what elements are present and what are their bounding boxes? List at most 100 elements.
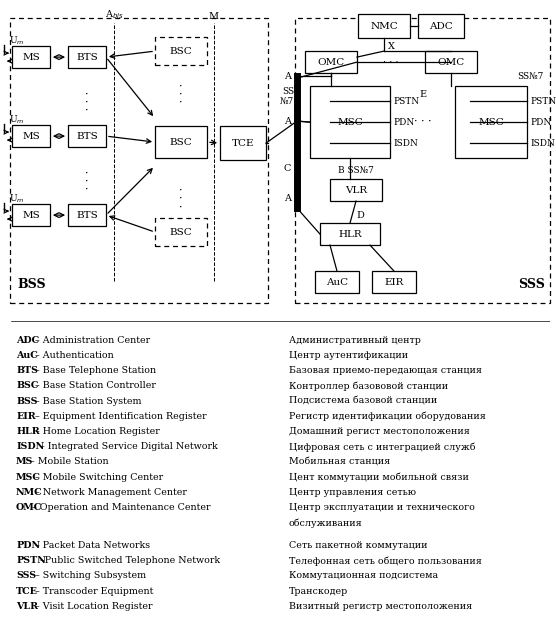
Text: U$_m$: U$_m$ (9, 113, 24, 126)
Text: – Mobile Station: – Mobile Station (27, 458, 108, 466)
Text: PDN: PDN (16, 541, 40, 550)
Text: HLR: HLR (16, 427, 40, 436)
Text: ISDN: ISDN (393, 139, 418, 148)
Bar (305, 51, 357, 73)
Bar (12, 46, 50, 68)
Text: –Public Switched Telephone Network: –Public Switched Telephone Network (37, 556, 220, 565)
Text: – Network Management Center: – Network Management Center (32, 488, 187, 497)
Text: BSS: BSS (16, 397, 38, 405)
Text: Домашний регист местоположения: Домашний регист местоположения (289, 427, 470, 436)
Text: – Mobile Switching Center: – Mobile Switching Center (32, 472, 163, 482)
Text: X: X (388, 42, 395, 51)
Text: ·
·
·: · · · (85, 168, 89, 195)
Text: MSC: MSC (478, 118, 504, 126)
Bar (155, 126, 207, 158)
Text: HLR: HLR (338, 229, 362, 239)
Text: SS: SS (282, 87, 294, 95)
Text: PDN: PDN (530, 118, 551, 126)
Text: BTS: BTS (76, 211, 98, 219)
Bar (155, 37, 207, 65)
Text: Цент коммутации мобильной связи: Цент коммутации мобильной связи (289, 472, 469, 482)
Bar (68, 125, 106, 147)
Text: SS№7: SS№7 (517, 71, 543, 81)
Text: Контроллер базововой станции: Контроллер базововой станции (289, 381, 448, 391)
Bar (68, 46, 106, 68)
Text: TCE: TCE (232, 139, 254, 148)
Text: BSC: BSC (16, 381, 38, 391)
Text: PSTN: PSTN (16, 556, 46, 565)
Text: TCE: TCE (16, 587, 38, 596)
Text: – Administration Center: – Administration Center (32, 336, 150, 345)
Text: SSS: SSS (16, 572, 36, 580)
Text: NMC: NMC (16, 488, 43, 497)
Text: ADC: ADC (16, 336, 39, 345)
Text: U$_m$: U$_m$ (9, 35, 24, 47)
Text: MS: MS (22, 53, 40, 61)
Text: – Home Location Register: – Home Location Register (32, 427, 160, 436)
Text: · · ·: · · · (414, 117, 431, 127)
Text: NMC: NMC (370, 22, 398, 30)
Text: – Switching Subsystem: – Switching Subsystem (32, 572, 146, 580)
Bar (155, 218, 207, 246)
Text: – Packet Data Networks: – Packet Data Networks (32, 541, 150, 550)
Text: BTS: BTS (76, 53, 98, 61)
Text: A$_{bis}$: A$_{bis}$ (105, 8, 123, 21)
Text: OMC: OMC (317, 58, 345, 66)
Text: AuC: AuC (16, 351, 38, 360)
Text: BSC: BSC (170, 46, 192, 56)
Text: ADC: ADC (429, 22, 453, 30)
Text: Коммутационная подсистема: Коммутационная подсистема (289, 572, 438, 580)
Text: Визитный регистр местоположения: Визитный регистр местоположения (289, 602, 472, 611)
Bar (295, 18, 550, 303)
Bar (310, 86, 390, 158)
Text: – Authentication: – Authentication (32, 351, 113, 360)
Text: Административный центр: Административный центр (289, 336, 421, 345)
Text: ·
·
·: · · · (179, 81, 183, 108)
Text: №7: №7 (280, 97, 294, 105)
Text: – Transcoder Equipment: – Transcoder Equipment (32, 587, 153, 596)
Text: ·
·
·: · · · (85, 89, 89, 116)
Text: PDN: PDN (393, 118, 414, 126)
Bar (220, 126, 266, 160)
Bar (320, 223, 380, 245)
Text: BSS: BSS (18, 278, 46, 291)
Text: BSC: BSC (170, 228, 192, 237)
Text: · · ·: · · · (383, 58, 399, 66)
Text: – Operation and Maintenance Center: – Operation and Maintenance Center (32, 503, 210, 512)
Bar (12, 125, 50, 147)
Bar (330, 179, 382, 201)
Text: U$_m$: U$_m$ (9, 193, 24, 205)
Text: A: A (284, 117, 291, 126)
Text: MS: MS (22, 131, 40, 141)
Text: Цифровая сеть с интеграцией служб: Цифровая сеть с интеграцией служб (289, 442, 475, 451)
Text: D: D (356, 211, 364, 220)
Text: BTS: BTS (16, 366, 38, 375)
Text: Подсистема базовой станции: Подсистема базовой станции (289, 397, 437, 405)
Text: MSC: MSC (337, 118, 363, 126)
Text: Сеть пакетной коммутации: Сеть пакетной коммутации (289, 541, 427, 550)
Text: C: C (284, 164, 291, 172)
Bar (455, 86, 527, 158)
Text: A: A (284, 71, 291, 81)
Text: Центр управления сетью: Центр управления сетью (289, 488, 416, 497)
Bar (425, 51, 477, 73)
Text: EIR: EIR (16, 412, 36, 421)
Text: SSS: SSS (519, 278, 545, 291)
Text: обслуживания: обслуживания (289, 518, 363, 528)
Bar (372, 271, 416, 293)
Text: BTS: BTS (76, 131, 98, 141)
Bar (12, 204, 50, 226)
Text: – Visit Location Register: – Visit Location Register (32, 602, 152, 611)
Text: MS: MS (22, 211, 40, 219)
Text: Центр эксплуатации и технического: Центр эксплуатации и технического (289, 503, 475, 512)
Bar (418, 14, 464, 38)
Bar (68, 204, 106, 226)
Text: Транскодер: Транскодер (289, 587, 348, 596)
Text: ISDN: ISDN (16, 442, 44, 451)
Text: Регистр идентификации оборудования: Регистр идентификации оборудования (289, 412, 485, 421)
Text: Мобильная станция: Мобильная станция (289, 458, 390, 466)
Text: PSTN: PSTN (393, 97, 419, 105)
Text: Базовая приемо-передающая станция: Базовая приемо-передающая станция (289, 366, 481, 375)
Text: M: M (209, 12, 219, 21)
Text: VLR: VLR (345, 185, 367, 195)
